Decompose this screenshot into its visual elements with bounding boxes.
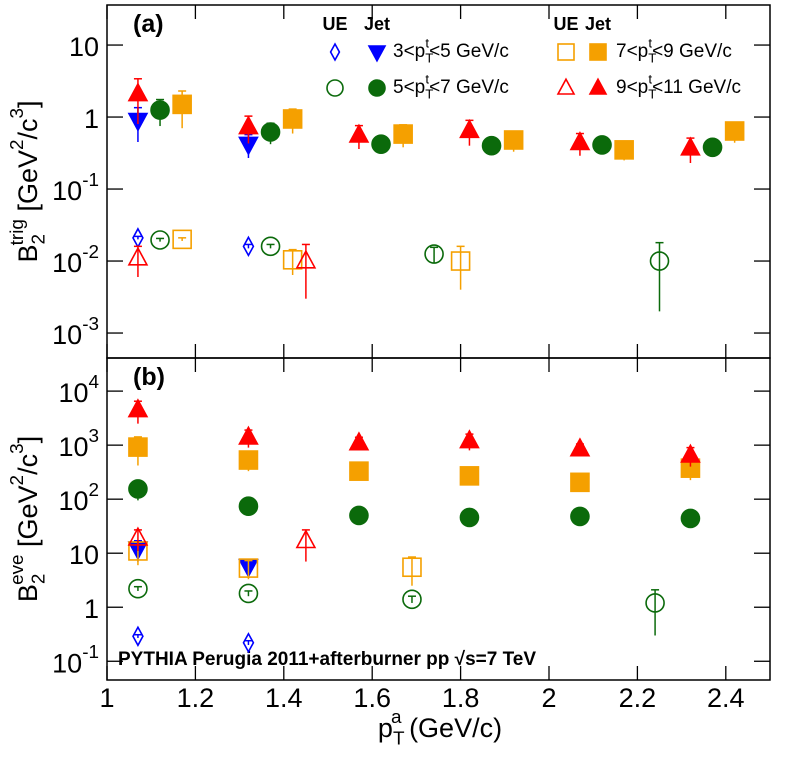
legend-marker — [368, 79, 386, 97]
marker — [450, 251, 471, 271]
x-tick-label: 2.4 — [707, 683, 745, 713]
marker — [238, 115, 259, 135]
legend-header: Jet — [364, 14, 390, 34]
marker — [459, 466, 480, 486]
x-tick-label: 1 — [99, 683, 114, 713]
x-axis-label: pTa (GeV/c) — [378, 707, 502, 750]
marker — [128, 479, 148, 499]
marker — [503, 130, 524, 150]
y-axis-label: B2trig [GeV2/c3] — [7, 100, 50, 262]
marker — [150, 100, 170, 120]
x-tick-label: 1.4 — [265, 683, 303, 713]
legend-label: 3<pTt<5 GeV/c — [393, 35, 509, 65]
marker — [172, 94, 192, 115]
legend-marker — [556, 77, 576, 95]
legend-marker — [329, 42, 341, 62]
marker — [614, 140, 634, 160]
marker — [238, 558, 259, 578]
legend-marker — [589, 43, 607, 61]
marker — [127, 526, 149, 546]
legend-header: UE — [322, 14, 347, 34]
marker — [348, 431, 370, 451]
marker — [424, 244, 444, 264]
legend-marker — [326, 79, 344, 97]
marker — [402, 557, 422, 578]
marker — [238, 583, 259, 604]
y-tick-label: 10-3 — [52, 314, 99, 350]
marker — [569, 437, 591, 457]
marker — [242, 632, 255, 654]
marker — [132, 625, 144, 647]
marker — [371, 134, 391, 154]
marker — [702, 137, 723, 158]
marker — [260, 122, 281, 142]
y-tick-label: 10 — [69, 32, 99, 62]
marker — [127, 246, 149, 266]
x-tick-label: 1.8 — [442, 683, 480, 713]
panel-label: (b) — [133, 363, 165, 391]
x-tick-label: 1.6 — [353, 683, 391, 713]
x-tick-label: 2.2 — [619, 683, 657, 713]
y-tick-label: 10-1 — [52, 170, 99, 206]
marker — [349, 461, 369, 481]
y-tick-label: 102 — [58, 480, 99, 516]
marker — [238, 425, 259, 445]
legend-header: UE — [553, 14, 578, 34]
marker — [132, 227, 144, 249]
marker — [459, 507, 480, 528]
marker — [570, 506, 590, 527]
marker — [127, 398, 149, 418]
marker — [680, 508, 701, 529]
annotation: PYTHIA Perugia 2011+afterburner pp √s=7 … — [118, 649, 536, 670]
marker — [238, 496, 259, 517]
legend-marker — [557, 43, 575, 61]
marker — [402, 589, 422, 610]
marker — [238, 450, 259, 470]
marker — [680, 136, 701, 156]
marker — [127, 82, 149, 102]
legend-header: Jet — [585, 14, 611, 34]
marker — [150, 230, 170, 250]
marker — [282, 109, 303, 129]
marker — [680, 443, 701, 463]
y-tick-label: 104 — [58, 372, 99, 408]
y-tick-label: 1 — [84, 594, 99, 624]
y-tick-label: 103 — [58, 426, 99, 462]
marker — [724, 121, 745, 141]
legend-marker — [588, 77, 608, 95]
marker — [459, 118, 480, 139]
marker — [570, 472, 590, 493]
legend-label: 5<pTt<7 GeV/c — [393, 71, 509, 101]
plot-frame — [106, 357, 771, 681]
y-tick-label: 10 — [69, 540, 99, 570]
marker — [128, 437, 148, 457]
legend-label: 9<pTt<11 GeV/c — [616, 71, 741, 101]
marker — [242, 235, 255, 258]
y-tick-label: 10-1 — [52, 642, 99, 678]
legend-marker — [367, 45, 387, 63]
y-tick-label: 10-2 — [52, 242, 99, 278]
x-tick-label: 1.2 — [177, 683, 215, 713]
marker — [295, 529, 317, 549]
panel-label: (a) — [133, 10, 164, 38]
marker — [569, 131, 591, 151]
marker — [128, 578, 148, 599]
marker — [645, 593, 665, 613]
marker — [172, 229, 192, 250]
y-tick-label: 1 — [84, 104, 99, 134]
x-tick-label: 2 — [541, 683, 556, 713]
marker — [649, 251, 670, 271]
marker — [393, 124, 413, 144]
marker — [295, 249, 317, 269]
y-axis-label: B2eve [GeV2/c3] — [7, 436, 50, 602]
marker — [348, 123, 370, 143]
marker — [260, 236, 281, 257]
legend-label: 7<pTt<9 GeV/c — [616, 35, 732, 65]
marker — [349, 505, 369, 526]
marker — [459, 429, 480, 449]
marker — [481, 135, 502, 156]
marker — [592, 135, 612, 155]
